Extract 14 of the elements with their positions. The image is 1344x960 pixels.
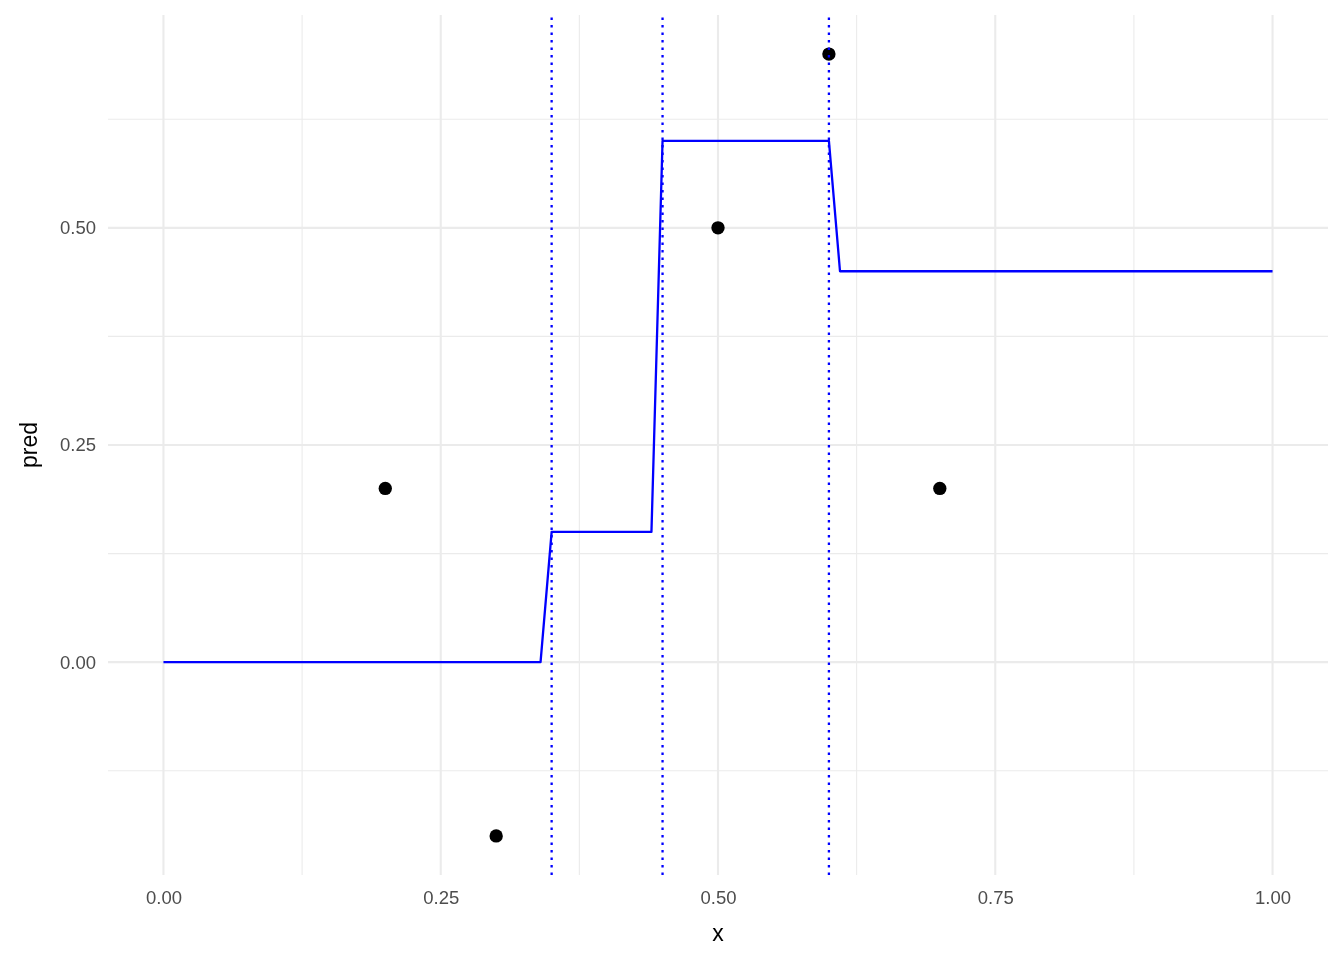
x-tick-label: 0.50	[700, 887, 737, 909]
x-tick-label: 0.00	[145, 887, 182, 909]
y-tick-label: 0.25	[59, 434, 96, 456]
y-axis-title: pred	[16, 421, 42, 469]
x-tick-label: 1.00	[1255, 887, 1292, 909]
y-tick-label: 0.50	[59, 217, 96, 239]
y-tick-label: 0.00	[59, 651, 96, 673]
point	[711, 221, 725, 235]
x-tick-label: 0.25	[423, 887, 460, 909]
point	[378, 481, 392, 496]
x-tick-label: 0.75	[977, 887, 1014, 909]
point	[933, 481, 947, 496]
point	[489, 829, 503, 843]
x-axis-title: x	[712, 920, 725, 946]
